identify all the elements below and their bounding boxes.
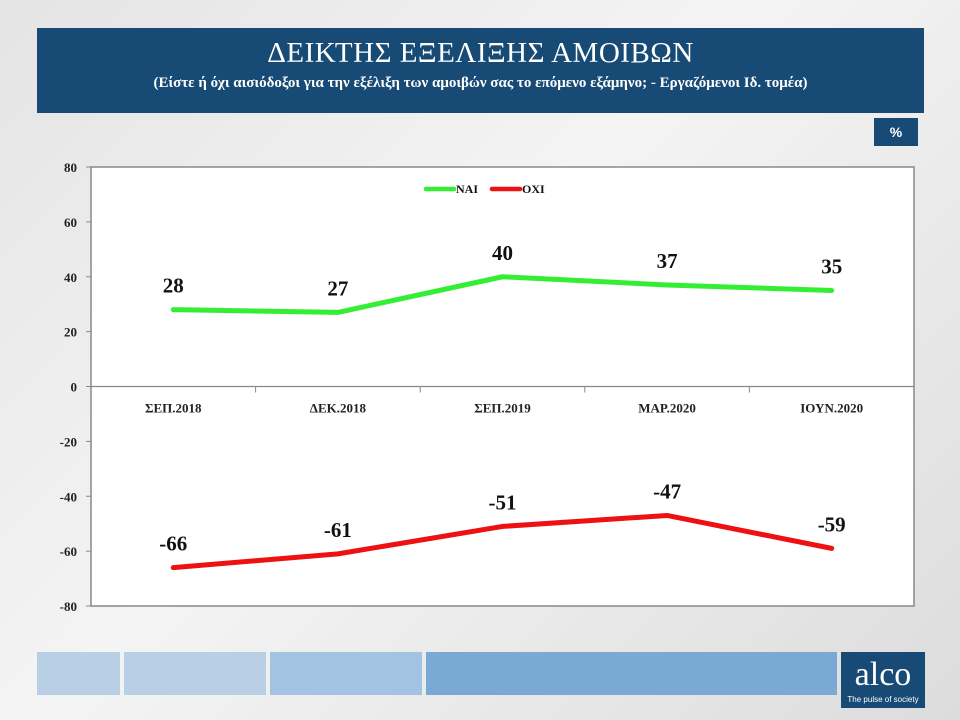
footer-bar-3 <box>270 652 422 695</box>
data-label: 37 <box>657 249 678 273</box>
data-label: 40 <box>492 241 513 265</box>
logo-word: alco <box>854 656 912 693</box>
legend-label: ΝΑΙ <box>456 182 478 196</box>
y-tick-label: -20 <box>60 434 77 449</box>
y-axis: 80 60 40 20 0 -20 -40 -60 -80 <box>60 160 91 614</box>
x-tick-label: ΣΕΠ.2019 <box>474 401 531 416</box>
data-label: 28 <box>163 274 184 298</box>
footer-bar-4 <box>426 652 837 695</box>
y-tick-label: -80 <box>60 599 77 614</box>
data-label: 27 <box>327 276 348 300</box>
data-label: -66 <box>159 532 187 556</box>
y-tick-label: 0 <box>71 380 78 395</box>
unit-badge: % <box>874 118 918 146</box>
y-tick-label: 20 <box>64 325 77 340</box>
data-label: -47 <box>653 479 681 503</box>
x-tick-label: ΣΕΠ.2018 <box>145 401 202 416</box>
page-title: ΔΕΙΚΤΗΣ ΕΞΕΛΙΞΗΣ ΑΜΟΙΒΩΝ <box>267 37 694 69</box>
y-tick-label: 80 <box>64 160 77 175</box>
x-tick-label: ΜΑΡ.2020 <box>638 401 696 416</box>
footer-bar-1 <box>37 652 120 695</box>
alco-logo: alco The pulse of society <box>841 652 925 708</box>
logo-tagline: The pulse of society <box>847 695 919 704</box>
legend: ΝΑΙ ΟΧΙ <box>423 182 545 196</box>
page-subtitle: (Είστε ή όχι αισιόδοξοι για την εξέλιξη … <box>153 75 808 91</box>
header-banner: ΔΕΙΚΤΗΣ ΕΞΕΛΙΞΗΣ ΑΜΟΙΒΩΝ (Είστε ή όχι αι… <box>37 28 924 113</box>
series-layer: 28 27 40 37 35 -66 -61 -51 -47 -59 <box>159 241 846 571</box>
footer-bar-2 <box>124 652 266 695</box>
series-line-yes <box>170 274 835 315</box>
x-tick-label: ΔΕΚ.2018 <box>310 401 367 416</box>
data-label: -51 <box>489 490 517 514</box>
data-label: -59 <box>818 512 846 536</box>
x-tick-label: ΙΟΥΝ.2020 <box>800 401 863 416</box>
y-tick-label: -60 <box>60 544 77 559</box>
y-tick-label: 60 <box>64 215 77 230</box>
data-label: 35 <box>821 254 842 278</box>
x-axis: ΣΕΠ.2018 ΔΕΚ.2018 ΣΕΠ.2019 ΜΑΡ.2020 ΙΟΥΝ.202… <box>90 385 915 416</box>
y-tick-label: -40 <box>60 489 77 504</box>
data-label: -61 <box>324 518 352 542</box>
series-line-no <box>170 512 835 571</box>
y-tick-label: 40 <box>64 270 77 285</box>
legend-label: ΟΧΙ <box>522 182 545 196</box>
